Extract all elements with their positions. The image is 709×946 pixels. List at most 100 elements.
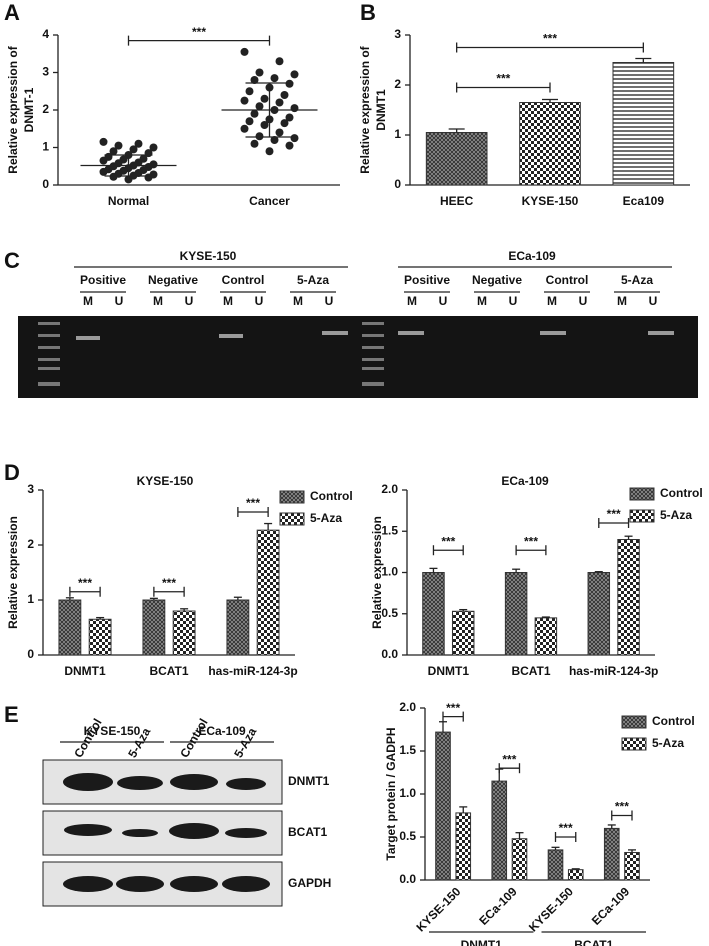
- bar: [511, 838, 528, 881]
- y-tick-label: 0.5: [381, 606, 398, 620]
- y-tick-label: 3: [394, 27, 401, 41]
- dot: [240, 96, 249, 105]
- panel-label: D: [4, 460, 20, 485]
- x-tick-label: Normal: [108, 194, 149, 208]
- sig-label: ***: [246, 496, 260, 510]
- y-axis-label: Relative expression of: [358, 45, 372, 173]
- panel-label: B: [360, 0, 376, 25]
- y-tick-label: 1.0: [381, 565, 398, 579]
- gel-lane: U: [649, 294, 658, 308]
- bar: [451, 610, 475, 656]
- sig-label: ***: [78, 576, 92, 590]
- y-tick-label: 2: [394, 77, 401, 91]
- bar: [504, 572, 528, 656]
- bar: [425, 132, 488, 186]
- dot: [144, 173, 153, 182]
- x-tick-label: has-miR-124-3p: [569, 664, 658, 678]
- sig-label: ***: [192, 25, 206, 39]
- x-tick-label: DNMT1: [64, 664, 106, 678]
- x-tick-label: ECa-109: [476, 884, 520, 928]
- dot: [250, 76, 259, 84]
- gel-lane: U: [579, 294, 588, 308]
- y-tick-label: 0: [27, 647, 34, 661]
- dot: [240, 124, 249, 133]
- blot-protein: BCAT1: [288, 825, 327, 839]
- legend-label: 5-Aza: [310, 511, 342, 525]
- y-tick-label: 4: [42, 27, 49, 41]
- dot: [290, 134, 299, 143]
- y-tick-label: 1.5: [381, 523, 398, 537]
- dot: [124, 175, 133, 184]
- gel-lane: M: [407, 294, 417, 308]
- dot: [114, 141, 123, 150]
- panel-label: A: [4, 0, 20, 25]
- dot: [99, 137, 108, 146]
- gel-lane: M: [547, 294, 557, 308]
- gel-image: [18, 316, 698, 398]
- sig-label: ***: [446, 701, 460, 715]
- gel-group-title: ECa-109: [508, 249, 556, 263]
- gel-lane: U: [325, 294, 334, 308]
- sig-label: ***: [543, 32, 557, 46]
- bar: [519, 102, 581, 186]
- legend-swatch: [279, 512, 305, 526]
- y-tick-label: 0: [394, 177, 401, 191]
- dot: [285, 141, 294, 150]
- legend-label: Control: [310, 489, 353, 503]
- dot: [270, 74, 279, 83]
- sig-label: ***: [559, 821, 573, 835]
- dot: [285, 113, 294, 122]
- y-axis-label: Relative expression: [6, 516, 20, 629]
- sig-label: ***: [607, 507, 621, 521]
- x-tick-label: DNMT1: [428, 664, 470, 678]
- bar: [624, 851, 640, 881]
- y-tick-label: 3: [27, 482, 34, 496]
- gel-lane: M: [293, 294, 303, 308]
- gel-condition: Control: [546, 273, 589, 287]
- bar: [172, 610, 196, 656]
- sig-label: ***: [441, 534, 455, 548]
- bar: [226, 599, 250, 656]
- gel-condition: 5-Aza: [297, 273, 329, 287]
- legend-swatch: [621, 715, 647, 729]
- y-tick-label: 1: [394, 127, 401, 141]
- dot: [275, 128, 284, 137]
- bar: [534, 617, 558, 656]
- gel-lane: U: [185, 294, 194, 308]
- y-tick-label: 1: [42, 140, 49, 154]
- y-tick-label: 2.0: [381, 482, 398, 496]
- bar: [547, 849, 564, 881]
- bar: [142, 599, 166, 656]
- dot: [265, 147, 274, 156]
- gel-lane: M: [223, 294, 233, 308]
- gel-lane: M: [153, 294, 163, 308]
- x-tick-label: KYSE-150: [413, 884, 463, 934]
- sig-label: ***: [615, 800, 629, 814]
- dot: [255, 102, 264, 111]
- dot: [275, 98, 284, 107]
- gel-lane: M: [477, 294, 487, 308]
- bar: [58, 599, 82, 656]
- legend-label: Control: [660, 486, 703, 500]
- dot: [109, 147, 118, 156]
- y-axis-label: Relative expression: [370, 516, 384, 629]
- x-tick-label: Cancer: [249, 194, 290, 208]
- y-tick-label: 2: [27, 537, 34, 551]
- x-tick-label: BCAT1: [149, 664, 188, 678]
- blot-protein: GAPDH: [288, 876, 331, 890]
- y-tick-label: 2.0: [399, 700, 416, 714]
- y-axis-label: DNMT1: [374, 89, 388, 131]
- dot: [280, 119, 289, 128]
- gel-condition: Control: [222, 273, 265, 287]
- legend-swatch: [629, 509, 655, 523]
- legend-label: 5-Aza: [652, 736, 684, 750]
- panel-label: E: [4, 702, 19, 727]
- blot-group-title: ECa-109: [198, 724, 246, 738]
- dot: [99, 167, 108, 176]
- blot-group-title: KYSE-150: [84, 724, 141, 738]
- blot-image: [42, 759, 283, 907]
- gel-lane: M: [617, 294, 627, 308]
- bar: [435, 731, 451, 881]
